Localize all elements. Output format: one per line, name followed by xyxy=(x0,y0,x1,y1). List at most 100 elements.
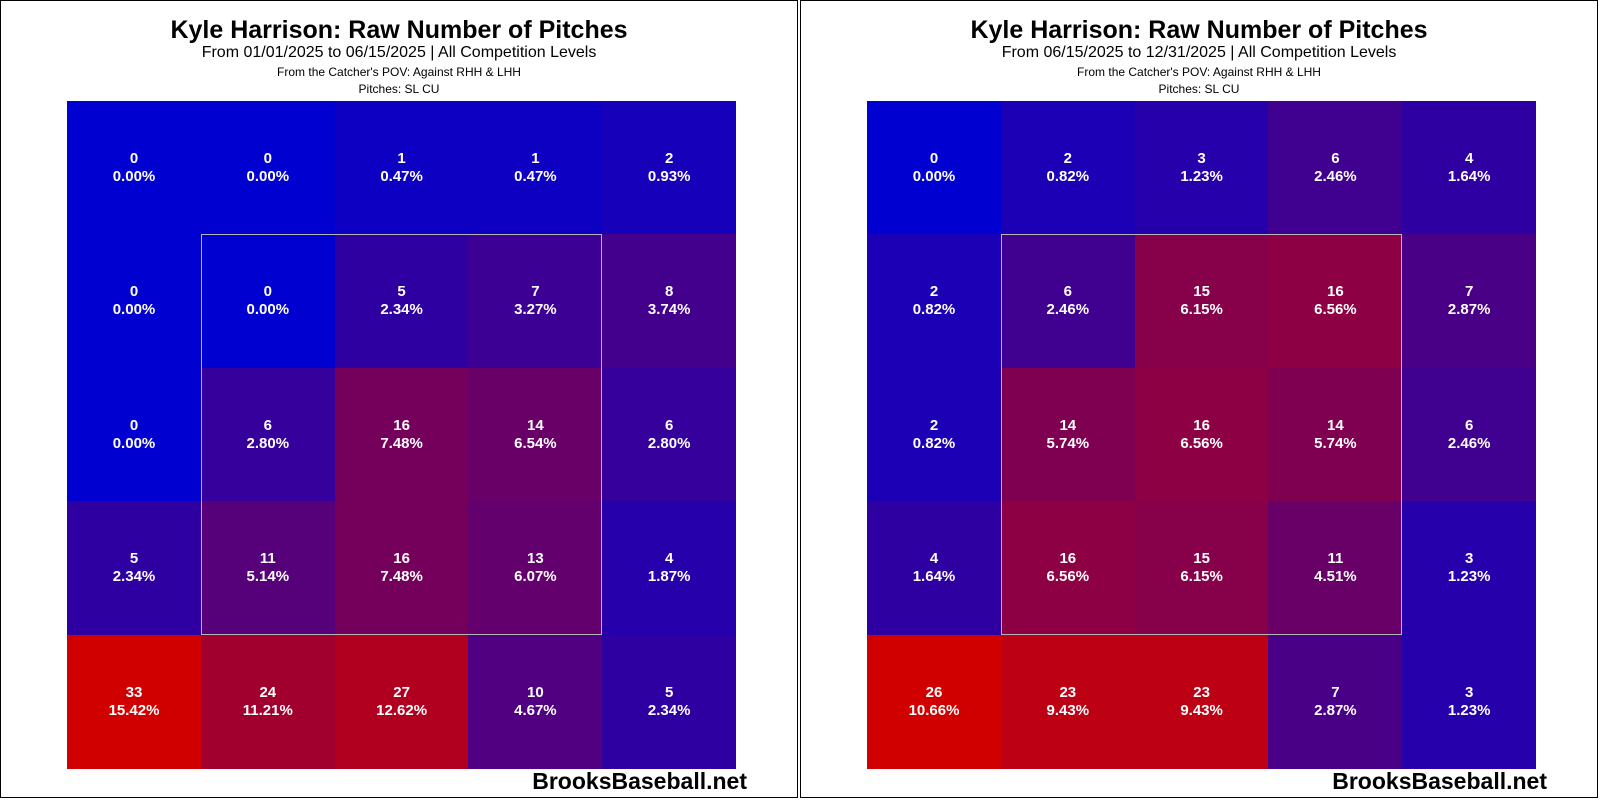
heatmap-cell: 0 0.00% xyxy=(867,101,1001,235)
cell-percent-label: 1.64% xyxy=(1447,168,1491,185)
cell-count-label: 7 xyxy=(1331,683,1340,701)
cell-percent-label: 4.67% xyxy=(514,701,557,719)
cell-count-label: 3 xyxy=(1197,150,1206,167)
heatmap-cell: 0 0.00% xyxy=(67,234,201,369)
cell-percent-label: 5.74% xyxy=(1314,434,1357,452)
cell-count-label: 2 xyxy=(929,416,939,434)
cell-percent-label: 0.00% xyxy=(112,168,156,185)
cell-count-label: 7 xyxy=(1465,283,1474,301)
cell-count-label: 16 xyxy=(1193,416,1210,434)
cell-percent-label: 9.43% xyxy=(1046,701,1090,719)
heatmap-cell: 7 2.87% xyxy=(1402,234,1537,369)
heatmap-cell: 6 2.80% xyxy=(200,367,335,502)
heatmap-cell: 27 12.62% xyxy=(334,634,469,769)
heatmap-cell: 23 9.43% xyxy=(1134,634,1269,769)
cell-count-label: 24 xyxy=(259,683,277,701)
cell-count-label: 0 xyxy=(263,283,272,301)
cell-count-label: 11 xyxy=(1327,550,1344,568)
heatmap-panel-left: Kyle Harrison: Raw Number of Pitches Fro… xyxy=(0,0,798,798)
cell-percent-label: 2.46% xyxy=(1314,168,1357,185)
heatmap-cell: 16 6.56% xyxy=(1134,367,1269,502)
cell-count-label: 4 xyxy=(1465,150,1474,167)
heatmap-cell: 16 6.56% xyxy=(1000,501,1135,636)
heatmap-cell: 24 11.21% xyxy=(200,634,335,769)
cell-percent-label: 0.00% xyxy=(112,301,156,319)
heatmap-cell: 14 5.74% xyxy=(1000,367,1135,502)
heatmap-cell: 5 2.34% xyxy=(334,234,469,369)
heatmap-cell: 0 0.00% xyxy=(67,101,201,235)
heatmap-cell: 26 10.66% xyxy=(867,634,1001,769)
cell-count-label: 6 xyxy=(1331,150,1340,167)
cell-count-label: 13 xyxy=(527,550,544,568)
heatmap-cell: 6 2.46% xyxy=(1000,234,1135,369)
cell-percent-label: 6.56% xyxy=(1314,301,1357,319)
heatmap-cell: 2 0.82% xyxy=(867,367,1001,502)
heatmap-cell: 11 4.51% xyxy=(1268,501,1403,636)
watermark: BrooksBaseball.net xyxy=(532,768,747,794)
chart-pitches-note: Pitches: SL CU xyxy=(1158,82,1240,96)
heatmap-cell: 0 0.00% xyxy=(200,234,335,369)
cell-count-label: 0 xyxy=(129,150,139,167)
cell-count-label: 27 xyxy=(393,683,410,701)
cell-percent-label: 6.15% xyxy=(1180,568,1223,586)
heatmap-cell: 15 6.15% xyxy=(1134,234,1269,369)
heatmap-cell: 7 3.27% xyxy=(468,234,603,369)
cell-count-label: 0 xyxy=(129,416,139,434)
cell-percent-label: 6.56% xyxy=(1046,568,1090,586)
heatmap-cell: 5 2.34% xyxy=(602,634,737,769)
heatmap-cell: 14 5.74% xyxy=(1268,367,1403,502)
heatmap-panel-right: Kyle Harrison: Raw Number of Pitches Fro… xyxy=(800,0,1598,798)
cell-percent-label: 6.07% xyxy=(514,568,557,586)
cell-count-label: 2 xyxy=(665,150,674,167)
cell-percent-label: 4.51% xyxy=(1314,568,1357,586)
heatmap-cell: 14 6.54% xyxy=(468,367,603,502)
cell-count-label: 6 xyxy=(1465,416,1474,434)
cell-percent-label: 3.27% xyxy=(514,301,557,319)
cell-count-label: 6 xyxy=(1063,283,1072,301)
cell-percent-label: 7.48% xyxy=(380,568,423,586)
cell-percent-label: 9.43% xyxy=(1180,701,1223,719)
cell-percent-label: 0.00% xyxy=(112,434,156,452)
cell-percent-label: 2.46% xyxy=(1046,301,1090,319)
heatmap-cell: 2 0.82% xyxy=(867,234,1001,369)
cell-count-label: 33 xyxy=(125,683,143,701)
chart-title: Kyle Harrison: Raw Number of Pitches xyxy=(970,16,1428,44)
cell-count-label: 2 xyxy=(929,283,939,301)
heatmap-cell: 4 1.87% xyxy=(602,501,737,636)
heatmap-cell: 33 15.42% xyxy=(67,634,201,769)
cell-count-label: 15 xyxy=(1193,283,1210,301)
heatmap-cell: 16 7.48% xyxy=(334,367,469,502)
cell-count-label: 5 xyxy=(665,683,674,701)
cell-percent-label: 2.34% xyxy=(380,301,423,319)
cell-percent-label: 5.14% xyxy=(246,568,290,586)
cell-percent-label: 2.34% xyxy=(647,701,691,719)
cell-count-label: 16 xyxy=(393,550,410,568)
heatmap-cell: 15 6.15% xyxy=(1134,501,1269,636)
heatmap-cell: 6 2.46% xyxy=(1268,101,1403,235)
cell-count-label: 14 xyxy=(1327,416,1344,434)
cell-count-label: 4 xyxy=(929,550,939,568)
cell-percent-label: 0.47% xyxy=(514,168,557,185)
cell-percent-label: 3.74% xyxy=(647,301,691,319)
cell-percent-label: 5.74% xyxy=(1046,434,1090,452)
cell-percent-label: 12.62% xyxy=(376,701,428,719)
cell-percent-label: 6.56% xyxy=(1180,434,1223,452)
cell-percent-label: 11.21% xyxy=(242,701,293,719)
cell-percent-label: 1.23% xyxy=(1447,701,1491,719)
cell-percent-label: 1.23% xyxy=(1447,568,1491,586)
heatmap-cell: 2 0.93% xyxy=(602,101,737,235)
heatmap-cell: 0 0.00% xyxy=(200,101,335,235)
cell-percent-label: 0.00% xyxy=(246,168,290,185)
cell-percent-label: 15.42% xyxy=(108,701,160,719)
cell-percent-label: 0.47% xyxy=(380,168,423,185)
heatmap-cell: 6 2.80% xyxy=(602,367,737,502)
cell-percent-label: 10.66% xyxy=(908,701,960,719)
cell-percent-label: 7.48% xyxy=(380,434,423,452)
heatmap-cell: 3 1.23% xyxy=(1402,501,1537,636)
cell-count-label: 0 xyxy=(263,150,272,167)
cell-count-label: 16 xyxy=(1327,283,1344,301)
cell-percent-label: 1.87% xyxy=(647,568,691,586)
cell-percent-label: 1.64% xyxy=(912,568,956,586)
chart-pov-note: From the Catcher's POV: Against RHH & LH… xyxy=(277,65,521,79)
cell-percent-label: 0.82% xyxy=(912,301,956,319)
